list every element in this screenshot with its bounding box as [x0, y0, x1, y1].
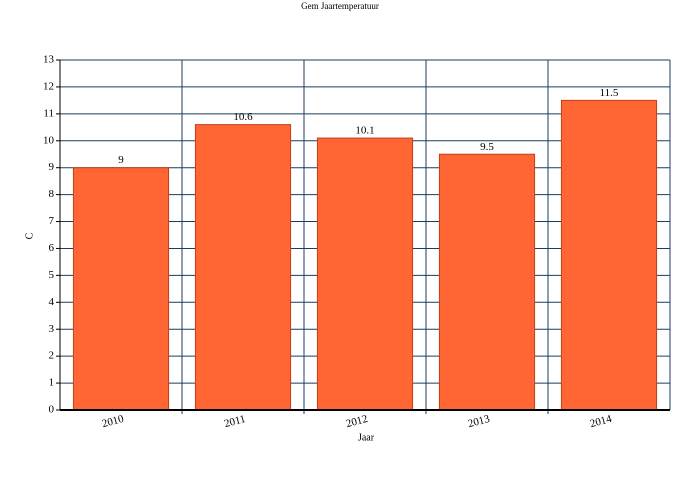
data-label: 9 — [118, 154, 124, 166]
chart-title: Gem Jaartemperatuur — [301, 1, 379, 11]
y-tick-label: 12 — [43, 80, 54, 92]
y-tick-label: 7 — [49, 215, 55, 227]
y-tick-label: 11 — [43, 107, 54, 119]
bar — [438, 153, 536, 411]
data-label: 9.5 — [480, 141, 494, 153]
x-tick-label: 2012 — [345, 413, 369, 430]
y-tick-label: 0 — [49, 404, 55, 416]
x-tick-label: 2013 — [467, 413, 492, 430]
y-tick-label: 3 — [49, 323, 55, 335]
y-tick-label: 9 — [49, 161, 55, 173]
y-tick-label: 5 — [49, 269, 55, 281]
y-tick-label: 2 — [49, 350, 55, 362]
y-tick-label: 6 — [49, 242, 55, 254]
x-tick-label: 2014 — [589, 413, 614, 430]
x-tick-label: 2010 — [101, 413, 126, 430]
y-tick-label: 4 — [49, 296, 55, 308]
bar — [316, 137, 414, 411]
bar — [72, 167, 170, 411]
y-axis-label: C — [24, 232, 35, 239]
data-label: 11.5 — [600, 87, 619, 99]
data-label: 10.6 — [233, 111, 253, 123]
y-tick-label: 13 — [43, 54, 55, 66]
y-tick-label: 1 — [49, 377, 55, 389]
y-tick-label: 8 — [49, 188, 55, 200]
y-tick-label: 10 — [43, 134, 55, 146]
bar — [560, 99, 658, 411]
data-label: 10.1 — [355, 125, 374, 137]
bar — [194, 124, 292, 411]
x-axis-label: Jaar — [358, 432, 375, 443]
x-tick-label: 2011 — [223, 413, 247, 430]
